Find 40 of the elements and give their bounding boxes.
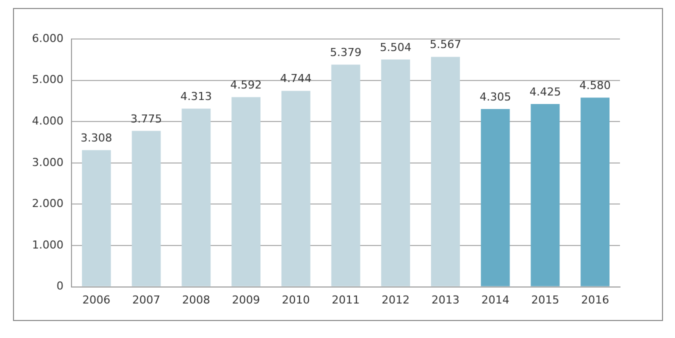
- bar: [580, 98, 610, 286]
- x-tick-label: 2006: [82, 293, 110, 306]
- y-tick-label: 6.000: [32, 32, 64, 45]
- y-tick-label: 0: [56, 280, 64, 293]
- bar: [182, 108, 211, 286]
- data-label: 5.567: [430, 38, 462, 52]
- data-label: 3.775: [130, 112, 162, 126]
- data-label: 5.379: [330, 46, 362, 60]
- x-tick-label: 2010: [282, 293, 310, 306]
- bar: [480, 109, 510, 286]
- x-tick-label: 2008: [182, 293, 210, 306]
- data-label: 4.592: [230, 78, 262, 92]
- bar: [132, 130, 161, 286]
- data-label: 4.744: [280, 72, 312, 86]
- data-label: 3.308: [80, 132, 112, 145]
- data-label: 5.504: [380, 40, 412, 54]
- x-tick-label: 2014: [481, 293, 510, 306]
- bar: [381, 59, 410, 286]
- y-tick-label: 3.000: [32, 156, 64, 169]
- x-tick-label: 2013: [431, 293, 460, 306]
- bar: [530, 104, 560, 286]
- x-tick-label: 2012: [382, 293, 410, 306]
- bar: [82, 150, 111, 286]
- bar: [281, 90, 310, 286]
- data-label: 4.580: [579, 79, 611, 92]
- bar: [232, 97, 260, 286]
- x-tick-label: 2007: [132, 293, 160, 306]
- x-tick-label: 2016: [581, 293, 610, 306]
- data-label: 4.305: [480, 90, 512, 104]
- x-tick-label: 2009: [232, 293, 260, 306]
- y-tick-label: 2.000: [32, 197, 64, 210]
- data-label: 4.425: [529, 85, 561, 98]
- x-tick-label: 2015: [531, 293, 560, 306]
- y-tick-label: 1.000: [32, 238, 64, 252]
- x-tick-label: 2011: [332, 293, 360, 306]
- y-tick-label: 4.000: [32, 114, 64, 128]
- bar: [331, 64, 360, 286]
- bar: [431, 56, 460, 286]
- data-label: 4.313: [180, 90, 212, 104]
- y-tick-label: 5.000: [32, 73, 64, 86]
